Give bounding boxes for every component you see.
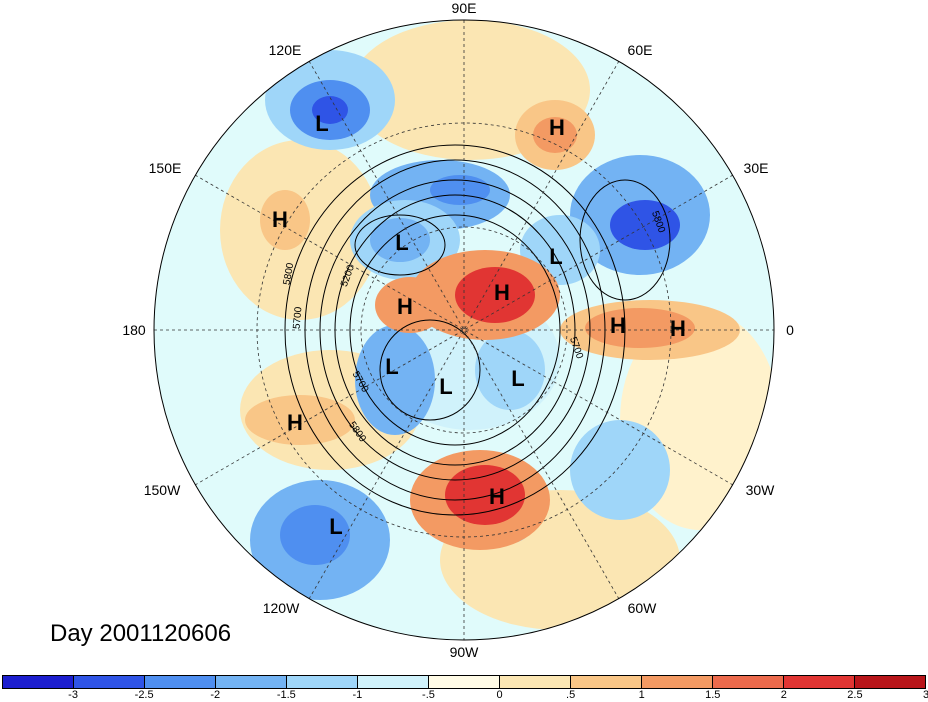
colorbar-swatch bbox=[429, 676, 500, 688]
low-marker: L bbox=[511, 366, 525, 391]
low-marker: L bbox=[315, 111, 329, 136]
high-marker: H bbox=[670, 316, 686, 341]
colorbar-swatch bbox=[500, 676, 571, 688]
colorbar-tick-label: -1.5 bbox=[276, 689, 296, 701]
colorbar-tick-label: 1.5 bbox=[705, 689, 721, 701]
colorbar-swatch bbox=[855, 676, 925, 688]
low-marker: L bbox=[395, 230, 409, 255]
colorbar-swatch bbox=[74, 676, 145, 688]
lon-label-150e: 150E bbox=[148, 160, 182, 176]
contour-label: 5700 bbox=[291, 306, 305, 330]
colorbar-tick-label: 2.5 bbox=[847, 689, 863, 701]
low-marker: L bbox=[385, 354, 399, 379]
high-marker: H bbox=[489, 484, 505, 509]
colorbar-swatch bbox=[784, 676, 855, 688]
colorbar-swatch bbox=[287, 676, 358, 688]
low-marker: L bbox=[329, 514, 343, 539]
colorbar-swatch bbox=[145, 676, 216, 688]
colorbar-tick-label: 0 bbox=[496, 689, 503, 701]
high-marker: H bbox=[272, 207, 288, 232]
colorbar-swatch bbox=[3, 676, 74, 688]
colorbar-swatch bbox=[358, 676, 429, 688]
high-marker: H bbox=[549, 115, 565, 140]
lon-label-60w: 60W bbox=[627, 600, 657, 616]
colorbar-tick-label: -3 bbox=[68, 689, 78, 701]
colorbar-tick-label: .5 bbox=[566, 689, 576, 701]
lon-label-30w: 30W bbox=[745, 482, 775, 498]
lon-label-120w: 120W bbox=[262, 600, 300, 616]
lon-label-90e: 90E bbox=[451, 0, 477, 16]
lon-label-0: 0 bbox=[786, 322, 794, 338]
colorbar-tick-label: 1 bbox=[638, 689, 645, 701]
colorbar-swatch bbox=[216, 676, 287, 688]
high-marker: H bbox=[287, 410, 303, 435]
colorbar-tick-label: -2 bbox=[210, 689, 221, 701]
lon-label-120e: 120E bbox=[268, 42, 302, 58]
high-marker: H bbox=[397, 294, 413, 319]
high-marker: H bbox=[494, 280, 510, 305]
colorbar-swatch bbox=[642, 676, 713, 688]
anomaly-field bbox=[154, 20, 774, 640]
low-marker: L bbox=[439, 374, 453, 399]
colorbar-swatch bbox=[713, 676, 784, 688]
lon-label-180: 180 bbox=[122, 322, 146, 338]
colorbar-tick-label: -1 bbox=[352, 689, 363, 701]
colorbar-tick-label: -2.5 bbox=[134, 689, 154, 701]
low-marker: L bbox=[549, 244, 563, 269]
lon-label-30e: 30E bbox=[743, 160, 769, 176]
lon-label-90w: 90W bbox=[449, 644, 479, 660]
colorbar-tick-label: 2 bbox=[780, 689, 787, 701]
lon-label-150w: 150W bbox=[143, 482, 181, 498]
lon-label-60e: 60E bbox=[627, 42, 653, 58]
high-marker: H bbox=[610, 313, 626, 338]
colorbar bbox=[2, 675, 926, 689]
day-title: Day 2001120606 bbox=[50, 620, 232, 647]
colorbar-swatch bbox=[571, 676, 642, 688]
colorbar-tick-label: -.5 bbox=[422, 689, 435, 701]
colorbar-tick-label: 3 bbox=[922, 689, 928, 701]
